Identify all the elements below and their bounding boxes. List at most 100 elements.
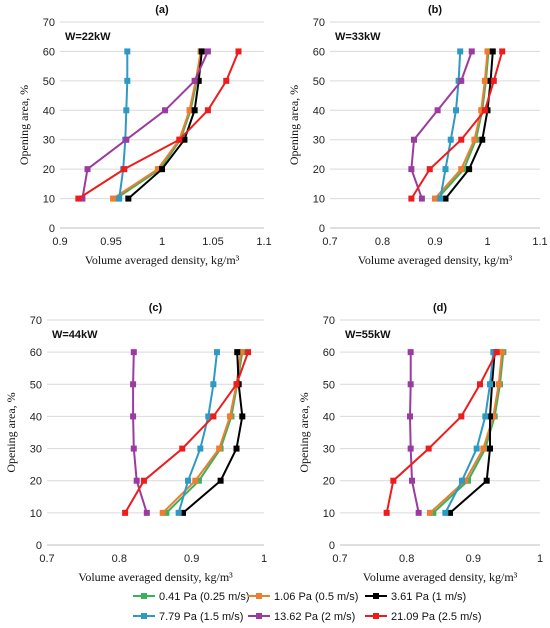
data-point <box>482 413 489 420</box>
data-point <box>490 77 497 84</box>
y-tick-label: 40 <box>30 411 42 423</box>
legend-swatch-marker <box>141 593 147 599</box>
y-tick-label: 30 <box>313 135 325 147</box>
data-point <box>204 107 211 114</box>
data-point <box>204 48 211 55</box>
series-line <box>127 51 203 200</box>
x-tick-label: 1 <box>537 553 543 565</box>
y-tick-label: 0 <box>329 540 335 552</box>
data-point <box>466 166 473 173</box>
data-point <box>130 349 137 356</box>
data-point <box>458 166 465 173</box>
data-point <box>185 477 192 484</box>
data-point <box>407 381 414 388</box>
data-point <box>198 48 205 55</box>
series-line <box>410 51 473 199</box>
data-point <box>489 48 496 55</box>
data-point <box>408 166 415 173</box>
x-tick-label: 0.9 <box>466 553 481 565</box>
data-point <box>481 77 488 84</box>
data-point <box>487 445 493 452</box>
y-tick-label: 30 <box>323 444 335 456</box>
legend-entry-label: 1.06 Pa (0.5 m/s) <box>274 591 358 603</box>
panel-title: (d) <box>433 302 447 314</box>
data-point <box>447 136 454 143</box>
x-tick-label: 1.05 <box>202 236 223 248</box>
data-point <box>407 349 414 356</box>
panel-title: (b) <box>428 4 442 16</box>
data-point <box>191 107 198 114</box>
data-point <box>233 445 240 452</box>
series-line <box>385 351 498 514</box>
y-tick-label: 70 <box>313 17 325 29</box>
y-tick-label: 20 <box>313 164 325 176</box>
x-tick-label: 0.8 <box>375 236 390 248</box>
data-point <box>205 413 212 420</box>
data-point <box>116 195 123 202</box>
data-point <box>390 477 397 484</box>
legend: 0.41 Pa (0.25 m/s) 1.06 Pa (0.5 m/s) 3.61 … <box>133 591 482 623</box>
data-point <box>462 477 469 484</box>
data-point <box>195 477 202 484</box>
y-tick-label: 50 <box>43 76 55 88</box>
data-point <box>425 445 432 452</box>
x-axis-label: Volume averaged density, kg/m³ <box>78 570 233 584</box>
series-line <box>132 352 148 514</box>
y-tick-label: 60 <box>323 347 335 359</box>
y-tick-label: 20 <box>43 164 55 176</box>
data-point <box>458 413 465 420</box>
legend-entry-label: 0.41 Pa (0.25 m/s) <box>159 591 250 603</box>
data-point <box>477 381 483 388</box>
data-point <box>140 477 147 484</box>
chart-panel-3: 0 10 20 30 40 50 60 70 0.7 0.8 0.9 1 (c) W=44kW Volume… <box>4 302 267 584</box>
series-line <box>81 50 209 199</box>
legend-swatch-marker <box>373 593 379 599</box>
data-point <box>192 477 199 484</box>
series-line <box>434 51 489 200</box>
y-axis-label: Opening area, % <box>4 392 18 472</box>
data-point <box>223 77 230 84</box>
x-tick-label: 1 <box>159 236 165 248</box>
power-annotation: W=33kW <box>335 31 381 43</box>
y-tick-label: 0 <box>319 223 325 235</box>
data-point <box>499 48 506 55</box>
data-point <box>124 77 131 84</box>
y-tick-label: 10 <box>323 508 335 520</box>
series-line <box>124 351 250 514</box>
legend-entry-label: 7.79 Pa (1.5 m/s) <box>159 611 243 623</box>
data-point <box>191 77 198 84</box>
y-tick-label: 20 <box>30 476 42 488</box>
data-point <box>75 195 82 202</box>
y-tick-label: 30 <box>43 135 55 147</box>
data-point <box>123 136 130 143</box>
x-tick-label: 0.9 <box>427 236 442 248</box>
y-tick-label: 30 <box>30 444 42 456</box>
data-point <box>113 195 120 202</box>
data-point <box>234 349 241 356</box>
data-point <box>432 195 438 202</box>
data-point <box>179 445 186 452</box>
data-point <box>426 166 433 173</box>
y-axis-label: Opening area, % <box>17 85 31 165</box>
chart-panel-4: 0 10 20 30 40 50 60 70 0.7 0.8 0.9 1 (d) W=55kW Volume… <box>297 302 543 584</box>
x-tick-label: 0.9 <box>184 553 199 565</box>
data-point <box>458 77 465 84</box>
data-point <box>121 166 128 173</box>
data-point <box>163 509 170 516</box>
series-line <box>408 352 420 514</box>
y-tick-label: 40 <box>43 105 55 117</box>
legend-swatch-marker <box>373 613 379 619</box>
y-tick-label: 20 <box>323 476 335 488</box>
data-point <box>478 107 485 114</box>
x-axis-label: Volume averaged density, kg/m³ <box>363 570 518 584</box>
panel-title: (c) <box>149 302 163 314</box>
data-point <box>457 48 464 55</box>
x-tick-label: 0.9 <box>52 236 67 248</box>
data-point <box>407 413 413 420</box>
data-point <box>490 413 497 420</box>
y-tick-label: 70 <box>323 315 335 327</box>
series-line <box>410 51 504 200</box>
data-point <box>427 509 433 516</box>
chart-panel-2: 0 10 20 30 40 50 60 70 0.7 0.8 0.9 1 1.1 (b) W=33kW Vol… <box>287 4 548 267</box>
data-point <box>217 477 224 484</box>
